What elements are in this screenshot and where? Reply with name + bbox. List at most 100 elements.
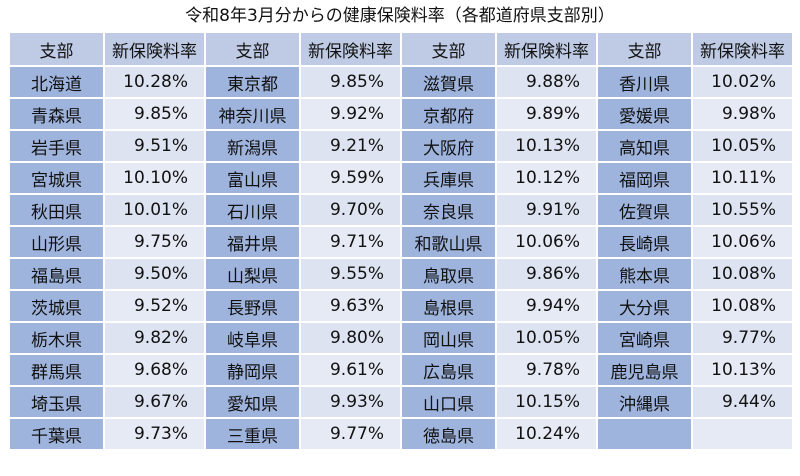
branch-name-cell: 山口県	[400, 385, 497, 419]
branch-name-cell: 愛媛県	[596, 97, 693, 131]
rate-value-cell: 9.21%	[299, 129, 402, 163]
branch-name-cell: 京都府	[400, 97, 497, 131]
page-title: 令和8年3月分からの健康保険料率（各都道府県支部別）	[185, 6, 615, 26]
branch-name-cell: 高知県	[596, 129, 693, 163]
branch-name-cell: 宮崎県	[596, 321, 693, 355]
branch-name-cell: 福岡県	[596, 161, 693, 195]
rate-value-cell: 9.91%	[495, 193, 598, 227]
branch-name-cell: 熊本県	[596, 257, 693, 291]
rate-value-cell: 10.24%	[495, 417, 598, 451]
table-row: 秋田県 10.01% 石川県 9.70% 奈良県 9.91% 佐賀県 10.55%	[8, 193, 794, 227]
branch-name-cell: 新潟県	[204, 129, 301, 163]
branch-name-cell: 青森県	[8, 97, 105, 131]
rates-table: 支部 新保険料率 支部 新保険料率 支部 新保険料率 支部 新保険料率 北海道 1…	[8, 31, 794, 451]
rate-value-cell: 9.68%	[103, 353, 206, 387]
table-row: 宮城県 10.10% 富山県 9.59% 兵庫県 10.12% 福岡県 10.11%	[8, 161, 794, 195]
branch-name-cell: 滋賀県	[400, 65, 497, 99]
branch-name-cell: 広島県	[400, 353, 497, 387]
table-body: 北海道 10.28% 東京都 9.85% 滋賀県 9.88% 香川県 10.02% 青森県 9.8…	[8, 65, 794, 451]
branch-name-cell: 三重県	[204, 417, 301, 451]
branch-name-cell: 岩手県	[8, 129, 105, 163]
branch-name-cell: 鳥取県	[400, 257, 497, 291]
rate-value-cell: 10.11%	[691, 161, 794, 195]
empty-cell	[596, 417, 693, 451]
rate-value-cell: 10.55%	[691, 193, 794, 227]
table-row: 埼玉県 9.67% 愛知県 9.93% 山口県 10.15% 沖縄県 9.44%	[8, 385, 794, 419]
branch-name-cell: 北海道	[8, 65, 105, 99]
rate-value-cell: 10.12%	[495, 161, 598, 195]
rate-value-cell: 9.67%	[103, 385, 206, 419]
branch-name-cell: 長崎県	[596, 225, 693, 259]
rate-value-cell: 10.05%	[691, 129, 794, 163]
branch-name-cell: 福島県	[8, 257, 105, 291]
column-header-branch: 支部	[8, 31, 105, 67]
rate-value-cell: 9.71%	[299, 225, 402, 259]
rate-value-cell: 9.77%	[691, 321, 794, 355]
branch-name-cell: 鹿児島県	[596, 353, 693, 387]
branch-name-cell: 山梨県	[204, 257, 301, 291]
rate-value-cell: 10.06%	[691, 225, 794, 259]
branch-name-cell: 富山県	[204, 161, 301, 195]
rate-value-cell: 9.75%	[103, 225, 206, 259]
branch-name-cell: 福井県	[204, 225, 301, 259]
rate-value-cell: 10.13%	[691, 353, 794, 387]
rate-value-cell: 9.86%	[495, 257, 598, 291]
rate-value-cell: 9.85%	[103, 97, 206, 131]
table-row: 福島県 9.50% 山梨県 9.55% 鳥取県 9.86% 熊本県 10.08%	[8, 257, 794, 291]
rate-value-cell: 10.10%	[103, 161, 206, 195]
column-header-branch: 支部	[400, 31, 497, 67]
table-row: 北海道 10.28% 東京都 9.85% 滋賀県 9.88% 香川県 10.02%	[8, 65, 794, 99]
empty-cell	[691, 417, 794, 451]
rate-value-cell: 10.06%	[495, 225, 598, 259]
rate-value-cell: 9.85%	[299, 65, 402, 99]
branch-name-cell: 大阪府	[400, 129, 497, 163]
rate-value-cell: 10.13%	[495, 129, 598, 163]
table-row: 茨城県 9.52% 長野県 9.63% 島根県 9.94% 大分県 10.08%	[8, 289, 794, 323]
branch-name-cell: 兵庫県	[400, 161, 497, 195]
branch-name-cell: 愛知県	[204, 385, 301, 419]
branch-name-cell: 栃木県	[8, 321, 105, 355]
branch-name-cell: 奈良県	[400, 193, 497, 227]
branch-name-cell: 東京都	[204, 65, 301, 99]
branch-name-cell: 和歌山県	[400, 225, 497, 259]
rate-value-cell: 9.59%	[299, 161, 402, 195]
column-header-rate: 新保険料率	[495, 31, 598, 67]
column-header-rate: 新保険料率	[299, 31, 402, 67]
rate-value-cell: 9.98%	[691, 97, 794, 131]
rate-value-cell: 9.70%	[299, 193, 402, 227]
branch-name-cell: 宮城県	[8, 161, 105, 195]
branch-name-cell: 大分県	[596, 289, 693, 323]
rate-value-cell: 9.51%	[103, 129, 206, 163]
rate-value-cell: 10.01%	[103, 193, 206, 227]
branch-name-cell: 埼玉県	[8, 385, 105, 419]
rate-value-cell: 9.77%	[299, 417, 402, 451]
branch-name-cell: 沖縄県	[596, 385, 693, 419]
branch-name-cell: 神奈川県	[204, 97, 301, 131]
column-header-rate: 新保険料率	[103, 31, 206, 67]
rate-value-cell: 9.89%	[495, 97, 598, 131]
branch-name-cell: 徳島県	[400, 417, 497, 451]
rate-value-cell: 9.78%	[495, 353, 598, 387]
rate-value-cell: 9.88%	[495, 65, 598, 99]
branch-name-cell: 岡山県	[400, 321, 497, 355]
rate-value-cell: 9.50%	[103, 257, 206, 291]
branch-name-cell: 千葉県	[8, 417, 105, 451]
column-header-rate: 新保険料率	[691, 31, 794, 67]
rate-value-cell: 10.02%	[691, 65, 794, 99]
rate-value-cell: 9.61%	[299, 353, 402, 387]
table-header-row: 支部 新保険料率 支部 新保険料率 支部 新保険料率 支部 新保険料率	[8, 31, 794, 67]
table-row: 山形県 9.75% 福井県 9.71% 和歌山県 10.06% 長崎県 10.06%	[8, 225, 794, 259]
branch-name-cell: 香川県	[596, 65, 693, 99]
branch-name-cell: 島根県	[400, 289, 497, 323]
column-header-branch: 支部	[596, 31, 693, 67]
rate-value-cell: 9.82%	[103, 321, 206, 355]
rate-value-cell: 9.52%	[103, 289, 206, 323]
branch-name-cell: 秋田県	[8, 193, 105, 227]
table-row: 青森県 9.85% 神奈川県 9.92% 京都府 9.89% 愛媛県 9.98%	[8, 97, 794, 131]
rate-value-cell: 9.80%	[299, 321, 402, 355]
rate-value-cell: 10.08%	[691, 257, 794, 291]
branch-name-cell: 長野県	[204, 289, 301, 323]
rate-value-cell: 9.92%	[299, 97, 402, 131]
rate-value-cell: 9.55%	[299, 257, 402, 291]
rate-value-cell: 9.94%	[495, 289, 598, 323]
